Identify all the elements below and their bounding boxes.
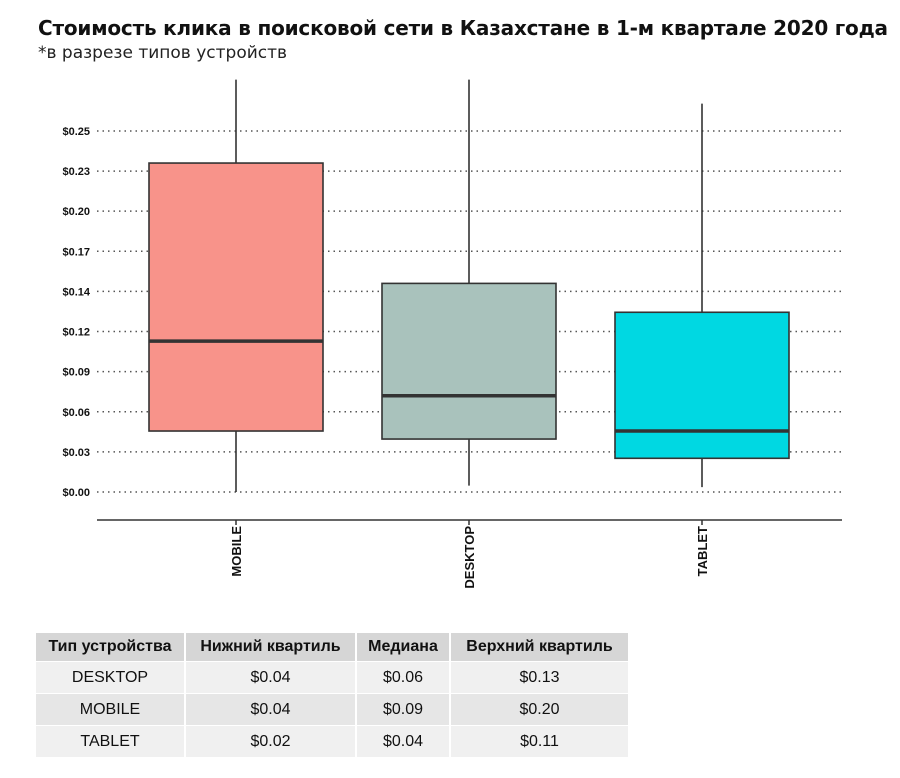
box-tablet [614, 311, 790, 460]
table-cell: $0.02 [185, 725, 357, 757]
table-cell: TABLET [36, 725, 186, 757]
box-mobile [148, 162, 324, 432]
y-tick-label: $0.17 [62, 246, 90, 258]
table-cell: $0.09 [356, 693, 451, 726]
table-cell: $0.13 [450, 661, 630, 694]
table-cell: DESKTOP [36, 661, 186, 694]
table-row: TABLET $0.02 $0.04 $0.11 [36, 725, 630, 757]
y-tick-label: $0.03 [62, 447, 90, 459]
y-tick-label: $0.25 [62, 126, 90, 138]
y-tick-label: $0.20 [62, 206, 90, 218]
y-tick-label: $0.14 [62, 286, 90, 298]
header-lower-quartile: Нижний квартиль [185, 633, 357, 662]
table-cell: $0.20 [450, 693, 630, 726]
table-cell: $0.04 [185, 693, 357, 726]
table-header-row: Тип устройства Нижний квартиль Медиана В… [36, 633, 630, 662]
category-label-desktop: DESKTOP [462, 526, 477, 589]
table-cell: $0.04 [185, 661, 357, 694]
table-row: DESKTOP $0.04 $0.06 $0.13 [36, 661, 630, 694]
table-cell: $0.11 [450, 725, 630, 757]
box-desktop [381, 282, 557, 440]
header-median: Медиана [356, 633, 451, 662]
chart-subtitle: *в разрезе типов устройств [38, 43, 288, 63]
category-label-mobile: MOBILE [229, 526, 244, 577]
table-row: MOBILE $0.04 $0.09 $0.20 [36, 693, 630, 726]
table-cell: $0.06 [356, 661, 451, 694]
category-label-tablet: TABLET [695, 526, 710, 576]
table-cell: $0.04 [356, 725, 451, 757]
header-device-type: Тип устройства [36, 633, 186, 662]
y-tick-label: $0.00 [62, 487, 90, 499]
y-tick-label: $0.12 [62, 327, 90, 339]
chart-title: Стоимость клика в поисковой сети в Казах… [38, 16, 888, 40]
y-tick-label: $0.23 [62, 166, 90, 178]
y-tick-label: $0.06 [62, 407, 90, 419]
table-cell: MOBILE [36, 693, 186, 726]
summary-table: Тип устройства Нижний квартиль Медиана В… [36, 633, 630, 757]
y-tick-label: $0.09 [62, 367, 90, 379]
boxplot-chart: $0.00 $0.03 $0.06 $0.09 $0.12 $0.14 $0.17 $0.20… [62, 79, 842, 589]
header-upper-quartile: Верхний квартиль [450, 633, 630, 662]
